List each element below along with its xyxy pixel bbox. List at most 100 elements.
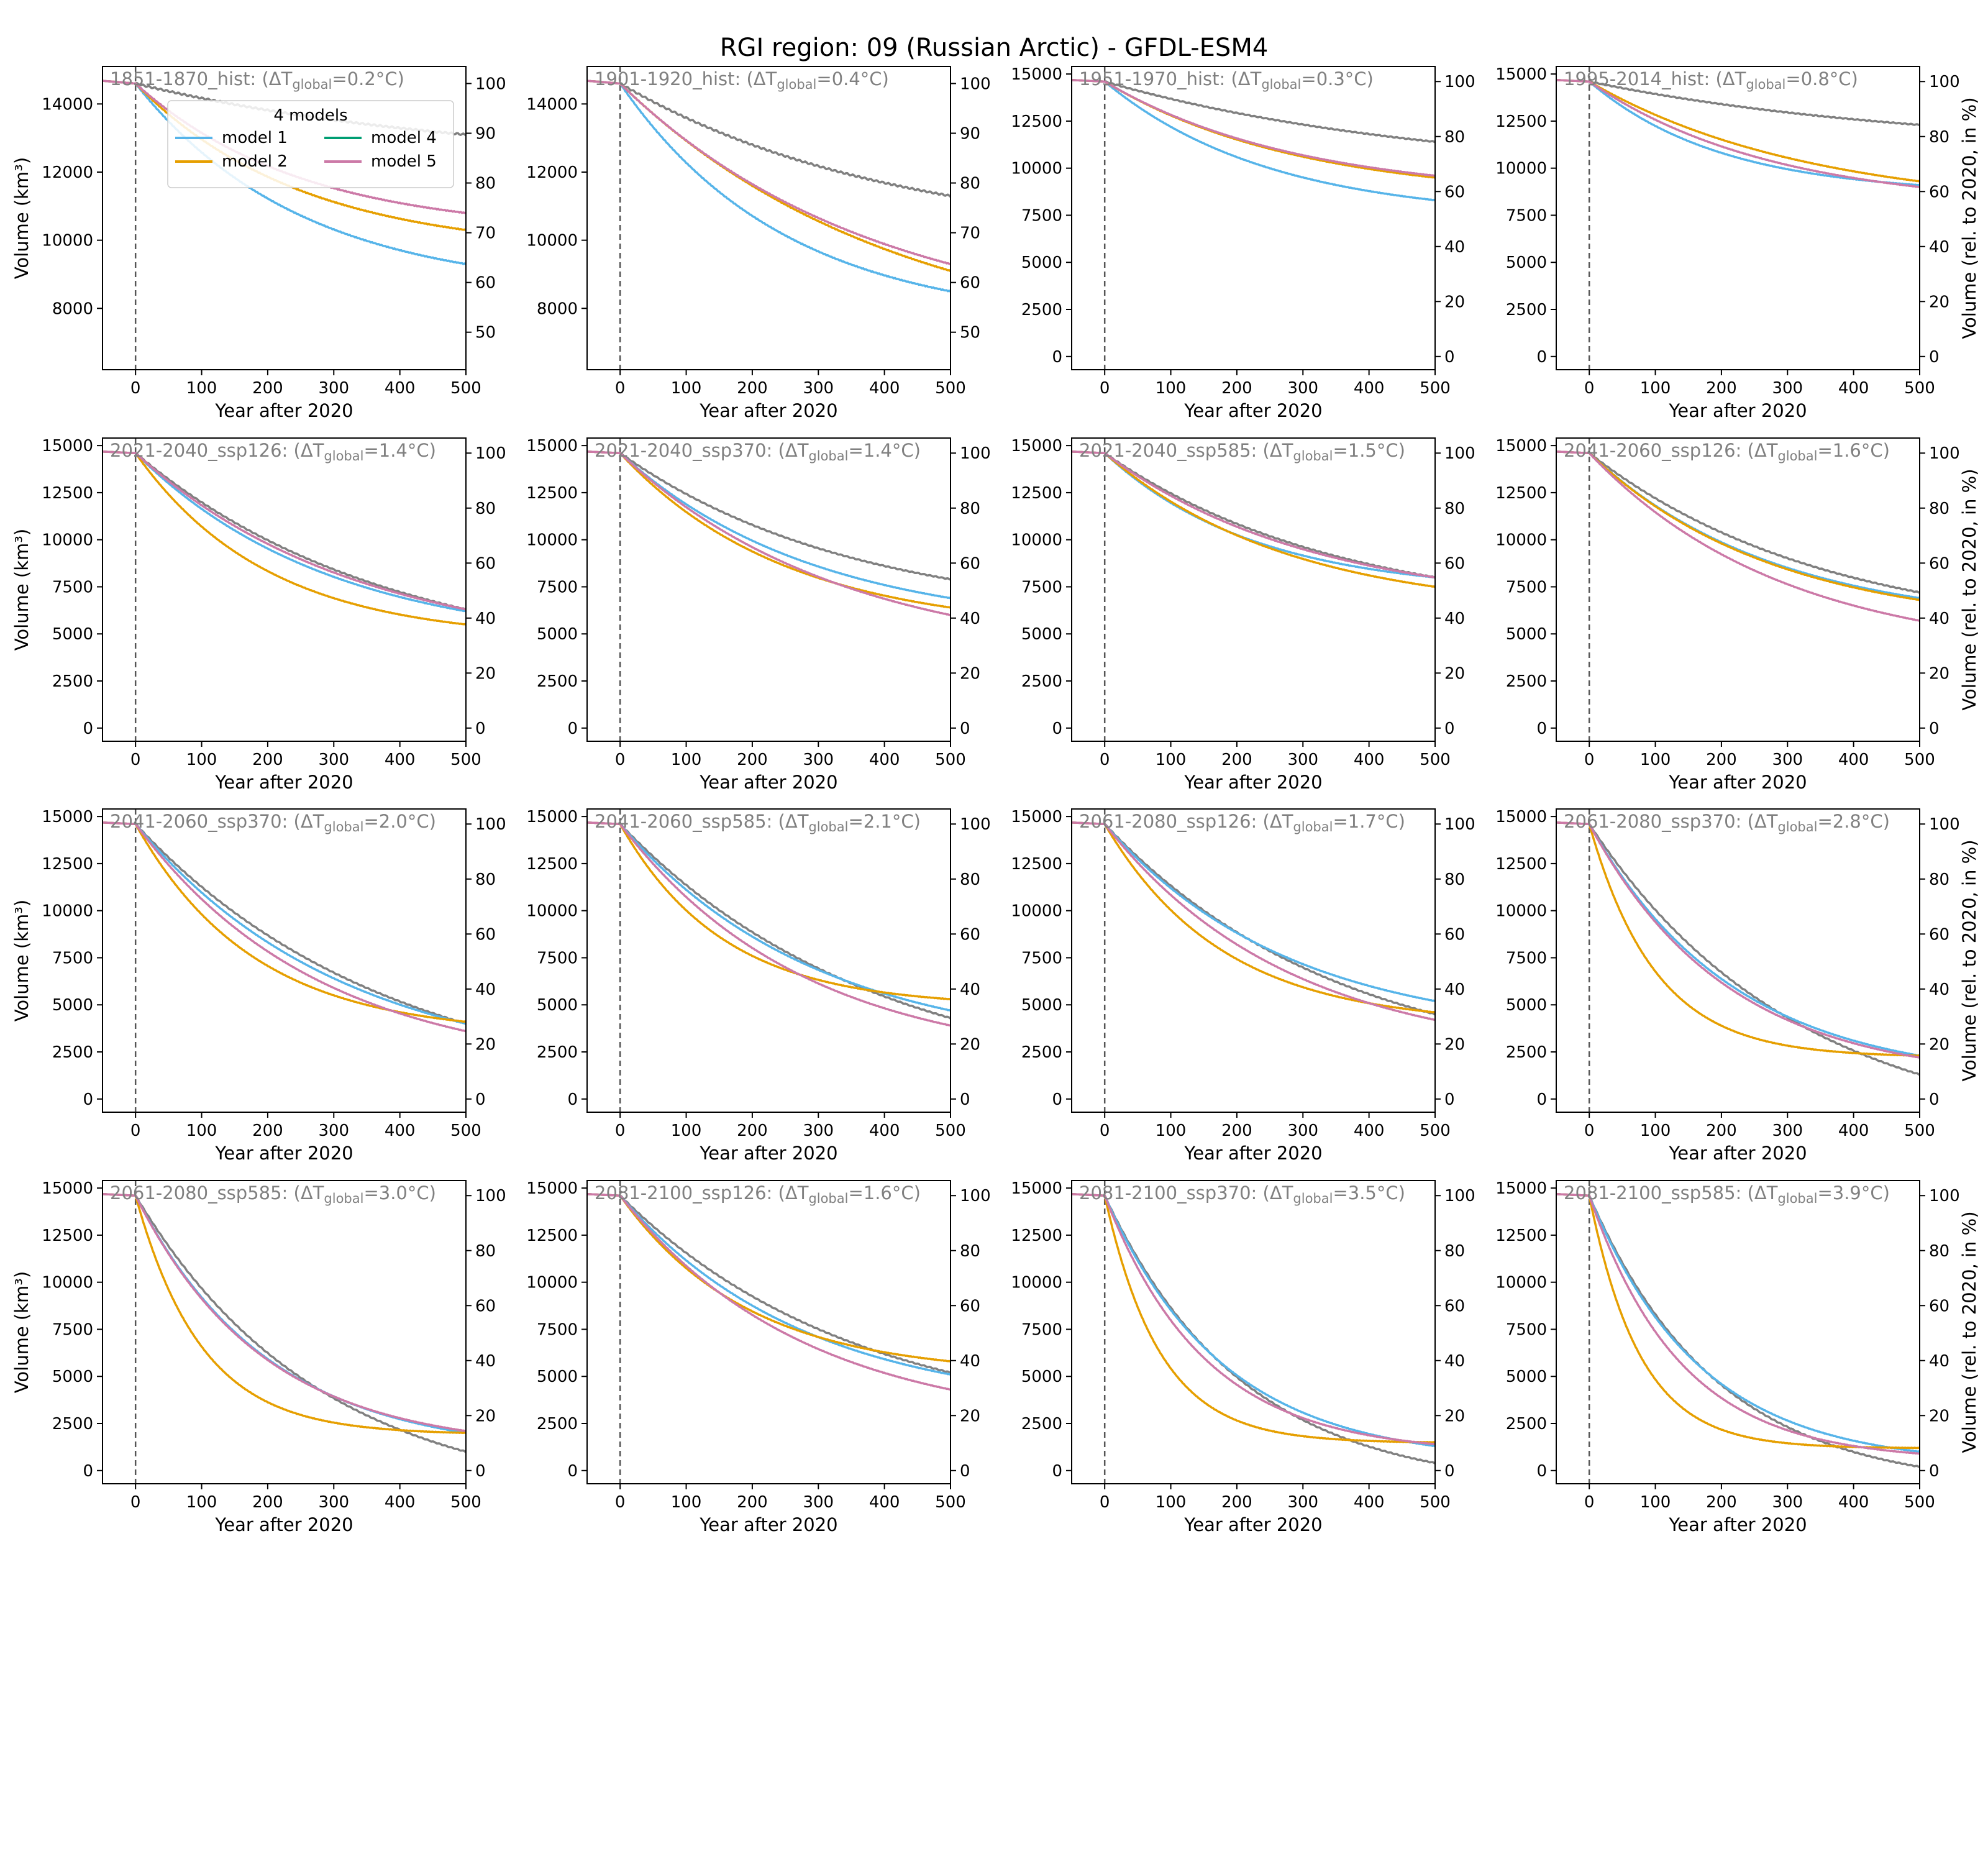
pct-tick-label: 100 [1929,1187,1960,1205]
pct-tick-label: 0 [1444,348,1455,367]
pct-tick-label: 20 [475,664,496,683]
x-axis-label: Year after 2020 [1668,1143,1807,1164]
pct-tick-label: 60 [960,1297,980,1315]
pct-tick-label: 40 [475,980,496,999]
x-tick-label: 0 [1100,751,1110,769]
y-tick-label: 2500 [1506,672,1547,691]
y-tick-label: 0 [567,1462,578,1481]
pct-tick-label: 100 [475,1187,506,1205]
x-tick-label: 400 [385,379,416,398]
y-tick-label: 2500 [1021,672,1062,691]
pct-tick-label: 40 [1929,980,1949,999]
y-tick-label: 12500 [526,1227,578,1245]
x-tick-label: 200 [1706,1493,1737,1512]
series-model-1 [587,80,951,293]
y-tick-label: 12500 [42,1227,93,1245]
pct-tick-label: 20 [1929,1407,1949,1425]
pct-tick-label: 60 [1444,554,1465,573]
y-tick-label: 10000 [1011,1274,1062,1292]
x-tick-label: 400 [1838,751,1869,769]
x-tick-label: 400 [869,1122,900,1140]
axes-frame [1071,66,1436,370]
y-tick-label: 12000 [42,163,93,182]
axes-frame [586,66,951,370]
y-tick-label: 0 [83,720,93,738]
series-model-5 [1556,450,1920,622]
series-model-3 [587,450,951,581]
x-tick-label: 100 [671,1122,702,1140]
x-tick-label: 100 [671,1493,702,1512]
panel-title: 2061-2080_ssp126: (ΔTglobal=1.7°C) [1079,811,1405,834]
panel-title: 1951-1970_hist: (ΔTglobal=0.3°C) [1079,68,1374,92]
pct-tick-label: 90 [475,124,496,143]
series-model-3 [1556,1193,1920,1468]
pct-tick-label: 100 [1929,815,1960,834]
y-tick-label: 7500 [1506,1320,1547,1339]
x-tick-label: 400 [869,1493,900,1512]
series-model-2 [587,1193,951,1363]
pct-tick-label: 60 [1444,925,1465,944]
series-model-1 [103,821,466,1025]
series-model-3 [1556,79,1920,127]
y-tick-label: 7500 [1506,206,1547,225]
series-model-2 [103,450,466,626]
pct-tick-label: 20 [1929,1035,1949,1054]
y-tick-label: 0 [567,1090,578,1109]
y-tick-label: 10000 [526,531,578,550]
x-tick-label: 200 [1706,1122,1737,1140]
x-tick-label: 200 [252,751,283,769]
series-lines [587,1193,951,1391]
pct-tick-label: 60 [475,925,496,944]
series-model-5 [103,821,466,1033]
pct-tick-label: 0 [475,720,486,738]
pct-tick-label: 80 [1444,1242,1465,1261]
y-tick-label: 10000 [526,232,578,250]
y-tick-label: 10000 [526,1274,578,1292]
y-axis-label-left: Volume (km³) [11,900,32,1021]
y-tick-label: 12500 [42,484,93,503]
x-tick-label: 300 [318,1122,349,1140]
x-tick-label: 500 [450,1493,481,1512]
y-tick-label: 5000 [1506,625,1547,644]
pct-tick-label: 20 [1444,664,1465,683]
series-model-1 [587,821,951,1012]
x-tick-label: 200 [737,1122,768,1140]
x-axis-label: Year after 2020 [1183,400,1322,421]
series-model-1 [103,80,466,265]
y-tick-label: 10000 [1495,160,1547,178]
y-tick-label: 7500 [1021,206,1062,225]
pct-tick-label: 50 [960,324,980,342]
y-tick-label: 2500 [52,1415,93,1433]
panel-title: 2041-2060_ssp126: (ΔTglobal=1.6°C) [1564,440,1890,464]
y-tick-label: 10000 [1495,1274,1547,1292]
x-tick-label: 100 [1640,1493,1671,1512]
pct-tick-label: 0 [1929,348,1940,367]
x-tick-label: 300 [1287,1122,1318,1140]
y-tick-label: 0 [83,1462,93,1481]
x-tick-label: 100 [1156,1122,1187,1140]
legend: 4 models model 1 model 2 model 4 model 5 [167,100,454,188]
figure-title: RGI region: 09 (Russian Arctic) - GFDL-E… [720,34,1269,62]
pct-tick-label: 80 [960,175,980,193]
series-model-3 [1072,79,1435,144]
y-tick-label: 2500 [1506,1043,1547,1062]
y-axis-label-right: Volume (rel. to 2020, in %) [1959,468,1980,710]
pct-tick-label: 80 [1444,870,1465,889]
x-tick-label: 500 [1904,751,1935,769]
x-tick-label: 100 [186,751,217,769]
y-tick-label: 10000 [42,232,93,250]
x-tick-label: 300 [318,1493,349,1512]
y-tick-label: 15000 [1011,1179,1062,1198]
x-tick-label: 300 [1772,1493,1803,1512]
x-tick-label: 200 [1221,379,1252,398]
x-tick-label: 200 [737,1493,768,1512]
x-tick-label: 400 [1838,1122,1869,1140]
legend-entry-label: model 1 [222,129,288,147]
x-tick-label: 300 [318,751,349,769]
x-tick-label: 200 [1221,751,1252,769]
series-model-5 [587,450,951,616]
pct-tick-label: 0 [1444,1090,1455,1109]
x-tick-label: 400 [1838,379,1869,398]
